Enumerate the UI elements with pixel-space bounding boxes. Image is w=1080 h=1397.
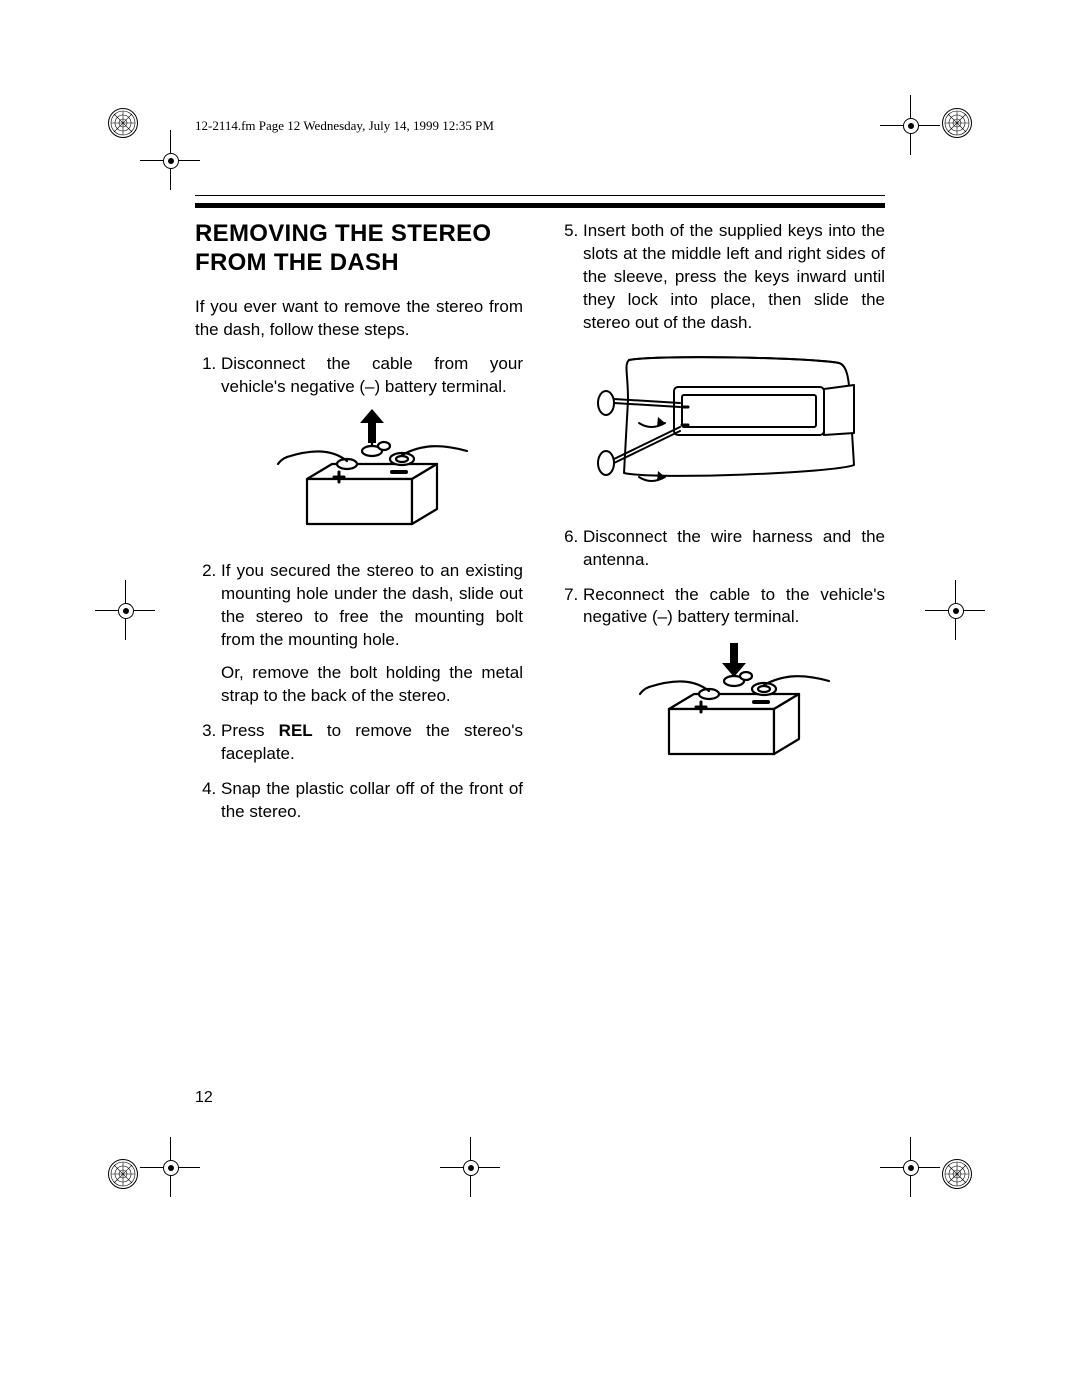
figure-battery-reconnect [583, 639, 885, 776]
right-column: Insert both of the supplied keys into th… [557, 220, 885, 836]
crop-ornament-tl [108, 108, 138, 138]
crop-ornament-bl [108, 1159, 138, 1189]
section-title: REMOVING THE STEREO FROM THE DASH [195, 220, 523, 278]
step-2: If you secured the stereo to an existing… [221, 560, 523, 708]
steps-right: Insert both of the supplied keys into th… [557, 220, 885, 776]
figure-dash-keys [583, 345, 885, 512]
steps-left: Disconnect the cable from your vehicle's… [195, 353, 523, 823]
running-head: 12-2114.fm Page 12 Wednesday, July 14, 1… [195, 118, 885, 134]
content-area: REMOVING THE STEREO FROM THE DASH If you… [195, 220, 885, 836]
step-7-text: Reconnect the cable to the vehicle's neg… [583, 585, 885, 627]
step-5: Insert both of the supplied keys into th… [583, 220, 885, 512]
regmark-br [880, 1137, 940, 1197]
step-3-text: Press REL to remove the stereo's facepla… [221, 721, 523, 763]
regmark-ml [95, 580, 155, 640]
regmark-tr [880, 95, 940, 155]
step-3: Press REL to remove the stereo's facepla… [221, 720, 523, 766]
crop-ornament-tr [942, 108, 972, 138]
step-1: Disconnect the cable from your vehicle's… [221, 353, 523, 546]
step-5-text: Insert both of the supplied keys into th… [583, 221, 885, 332]
crop-ornament-br [942, 1159, 972, 1189]
step-2-text: If you secured the stereo to an existing… [221, 561, 523, 649]
step-6: Disconnect the wire harness and the ante… [583, 526, 885, 572]
regmark-bl [140, 1137, 200, 1197]
step-4-text: Snap the plastic collar off of the front… [221, 779, 523, 821]
rule-thick [195, 203, 885, 208]
step-2-sub: Or, remove the bolt holding the metal st… [221, 662, 523, 708]
regmark-mr [925, 580, 985, 640]
page-number: 12 [195, 1089, 213, 1107]
step-6-text: Disconnect the wire harness and the ante… [583, 527, 885, 569]
regmark-tl [140, 130, 200, 190]
rule-thin [195, 195, 885, 196]
intro-text: If you ever want to remove the stereo fr… [195, 296, 523, 342]
step-4: Snap the plastic collar off of the front… [221, 778, 523, 824]
step-1-text: Disconnect the cable from your vehicle's… [221, 354, 523, 396]
step-7: Reconnect the cable to the vehicle's neg… [583, 584, 885, 777]
figure-battery-disconnect [221, 409, 523, 546]
regmark-bc [440, 1137, 500, 1197]
left-column: REMOVING THE STEREO FROM THE DASH If you… [195, 220, 523, 836]
